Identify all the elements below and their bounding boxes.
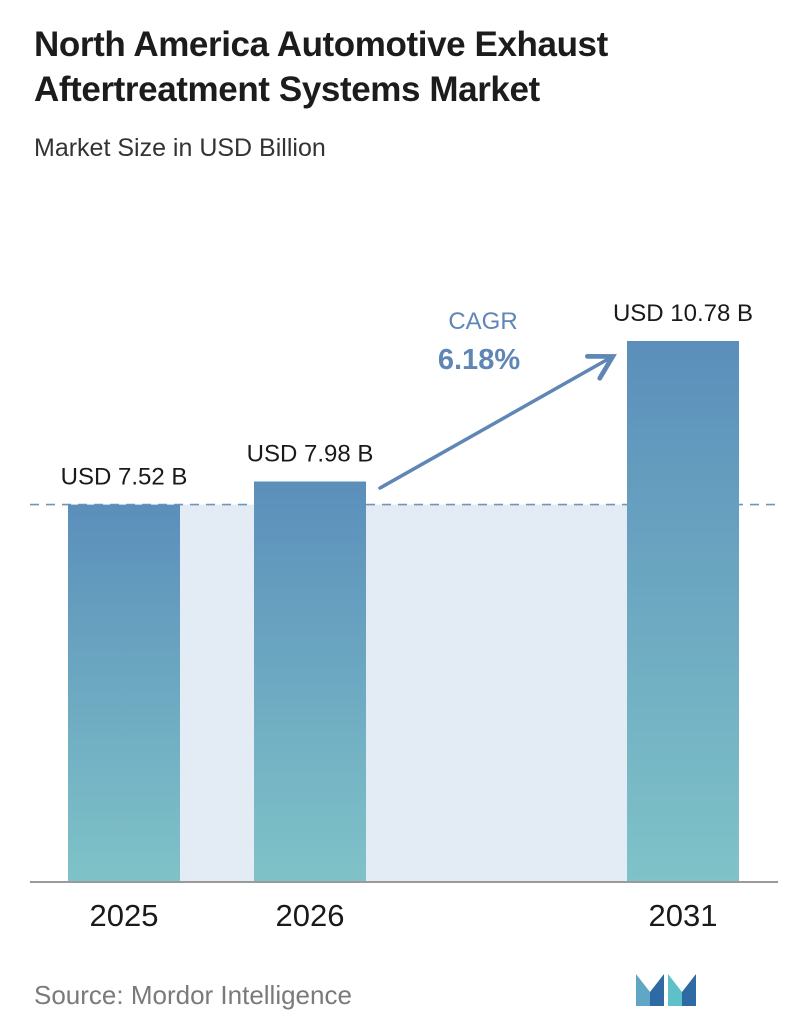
bar-2026 [254,481,366,882]
x-tick-2031: 2031 [649,898,718,933]
cagr-arrow [378,353,617,490]
value-label-2026: USD 7.98 B [247,441,374,468]
background-band-2 [366,504,627,882]
cagr-value: 6.18% [438,344,520,376]
x-tick-2026: 2026 [276,898,345,933]
value-labels: USD 7.52 B USD 7.98 B USD 10.78 B [61,300,753,491]
x-tick-2025: 2025 [90,898,159,933]
bar-2031 [627,341,739,882]
mordor-intelligence-logo [636,974,696,1006]
value-label-2031: USD 10.78 B [613,300,753,327]
x-tick-labels: 2025 2026 2031 [90,898,718,933]
source-text: Source: Mordor Intelligence [34,980,352,1010]
bars-group [68,341,739,882]
chart-subtitle: Market Size in USD Billion [34,134,326,162]
chart-title: North America Automotive Exhaust Aftertr… [34,25,608,109]
background-band-1 [180,504,254,882]
value-label-2025: USD 7.52 B [61,464,188,491]
background-bands [180,504,627,882]
bar-chart: USD 7.52 B USD 7.98 B USD 10.78 B 2025 2026… [30,300,780,933]
bar-2025 [68,504,180,882]
cagr-label: CAGR [448,308,517,335]
